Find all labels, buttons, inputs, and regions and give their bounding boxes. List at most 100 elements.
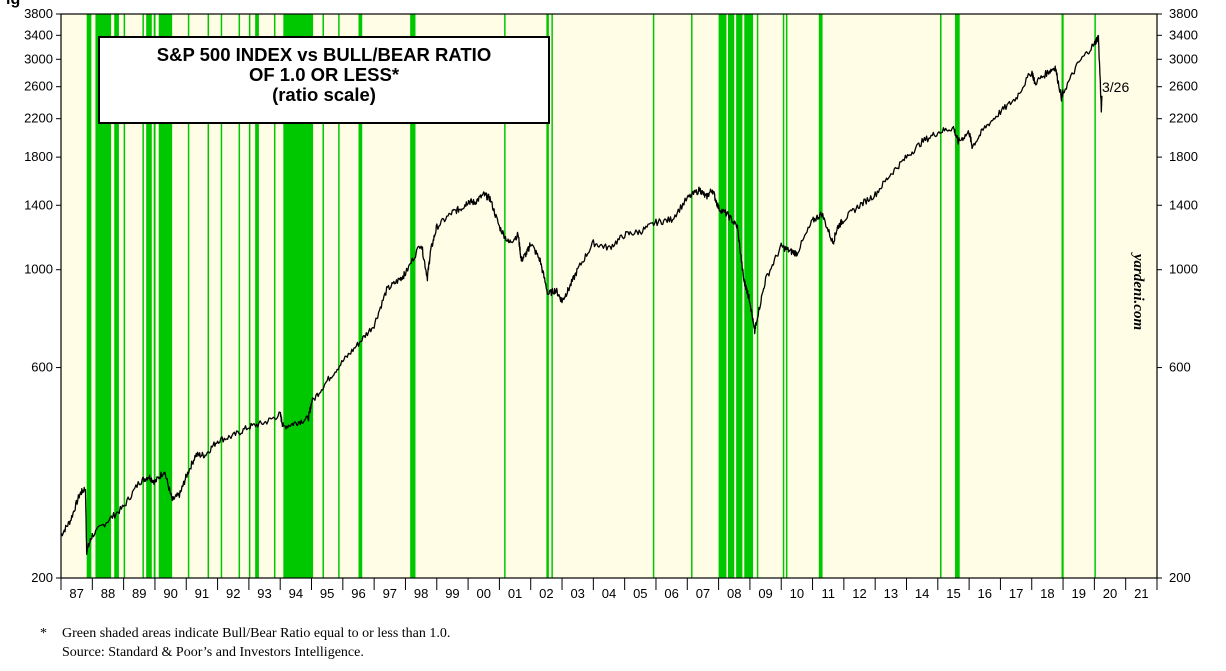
x-tick-label: 90 bbox=[163, 586, 177, 601]
y-tick-label-right: 3800 bbox=[1169, 6, 1198, 21]
x-tick-label: 88 bbox=[101, 586, 115, 601]
x-tick-label: 96 bbox=[351, 586, 365, 601]
y-tick-label-right: 3000 bbox=[1169, 51, 1198, 66]
shaded-period-36 bbox=[1094, 14, 1096, 578]
footnote-marker: * bbox=[40, 626, 47, 641]
y-tick-label-right: 2600 bbox=[1169, 79, 1198, 94]
x-tick-label: 13 bbox=[884, 586, 898, 601]
shaded-period-18 bbox=[358, 14, 363, 578]
shaded-period-24 bbox=[691, 14, 693, 578]
y-tick-label-left: 600 bbox=[31, 360, 53, 375]
x-tick-label: 92 bbox=[226, 586, 240, 601]
shaded-period-23 bbox=[652, 14, 655, 578]
shaded-period-17 bbox=[338, 14, 340, 578]
shaded-period-26 bbox=[727, 14, 735, 578]
footnote-source: Source: Standard & Poor’s and Investors … bbox=[62, 645, 364, 660]
y-tick-label-right: 2200 bbox=[1169, 111, 1198, 126]
header-fragment: ig bbox=[6, 0, 20, 8]
footnote-text: Green shaded areas indicate Bull/Bear Ra… bbox=[62, 626, 451, 641]
shaded-period-7 bbox=[158, 14, 173, 578]
x-tick-label: 20 bbox=[1103, 586, 1117, 601]
x-tick-label: 17 bbox=[1009, 586, 1023, 601]
footnote-line-1: * Green shaded areas indicate Bull/Bear R… bbox=[40, 626, 450, 642]
shaded-period-13 bbox=[255, 14, 259, 578]
shaded-period-22 bbox=[551, 14, 553, 578]
watermark: yardeni.com bbox=[1130, 252, 1146, 330]
y-tick-label-left: 3400 bbox=[24, 27, 53, 42]
y-tick-label-left: 1000 bbox=[24, 262, 53, 277]
x-tick-label: 93 bbox=[257, 586, 271, 601]
shaded-period-3 bbox=[123, 14, 126, 578]
x-tick-label: 04 bbox=[602, 586, 616, 601]
shaded-period-9 bbox=[207, 14, 210, 578]
shaded-period-21 bbox=[546, 14, 549, 578]
chart-title-line-3: (ratio scale) bbox=[272, 84, 376, 105]
shaded-period-2 bbox=[114, 14, 119, 578]
shaded-period-29 bbox=[756, 14, 759, 578]
y-tick-label-left: 3000 bbox=[24, 51, 53, 66]
y-tick-label-right: 1000 bbox=[1169, 262, 1198, 277]
x-tick-label: 15 bbox=[946, 586, 960, 601]
shaded-period-10 bbox=[220, 14, 223, 578]
shaded-period-25 bbox=[718, 14, 727, 578]
shaded-period-33 bbox=[939, 14, 942, 578]
shaded-period-27 bbox=[736, 14, 743, 578]
shaded-period-20 bbox=[504, 14, 506, 578]
x-tick-label: 03 bbox=[570, 586, 584, 601]
shaded-period-35 bbox=[1061, 14, 1064, 578]
chart-title-box: S&P 500 INDEX vs BULL/BEAR RATIO OF 1.0 … bbox=[98, 36, 550, 124]
shaded-period-0 bbox=[86, 14, 92, 578]
x-tick-label: 01 bbox=[508, 586, 522, 601]
x-tick-label: 00 bbox=[477, 586, 491, 601]
x-tick-label: 94 bbox=[289, 586, 303, 601]
shaded-period-32 bbox=[818, 14, 823, 578]
x-tick-label: 19 bbox=[1071, 586, 1085, 601]
x-tick-label: 91 bbox=[195, 586, 209, 601]
shaded-period-31 bbox=[785, 14, 788, 578]
x-tick-label: 10 bbox=[790, 586, 804, 601]
y-tick-label-right: 3400 bbox=[1169, 27, 1198, 42]
y-tick-label-right: 1800 bbox=[1169, 149, 1198, 164]
y-tick-label-left: 200 bbox=[31, 570, 53, 585]
x-tick-label: 99 bbox=[445, 586, 459, 601]
shaded-period-14 bbox=[273, 14, 276, 578]
x-tick-label: 02 bbox=[539, 586, 553, 601]
y-tick-label-left: 1400 bbox=[24, 197, 53, 212]
y-tick-label-right: 600 bbox=[1169, 360, 1191, 375]
x-tick-label: 87 bbox=[69, 586, 83, 601]
shaded-period-19 bbox=[410, 14, 416, 578]
x-tick-label: 05 bbox=[633, 586, 647, 601]
chart-title-line-2: OF 1.0 OR LESS* bbox=[248, 64, 400, 85]
x-tick-label: 97 bbox=[383, 586, 397, 601]
y-tick-label-left: 1800 bbox=[24, 149, 53, 164]
shaded-period-1 bbox=[95, 14, 112, 578]
shaded-period-34 bbox=[955, 14, 960, 578]
x-tick-label: 07 bbox=[696, 586, 710, 601]
x-tick-label: 89 bbox=[132, 586, 146, 601]
x-tick-label: 21 bbox=[1134, 586, 1148, 601]
chart-title-line-1: S&P 500 INDEX vs BULL/BEAR RATIO bbox=[156, 44, 492, 65]
x-tick-label: 16 bbox=[978, 586, 992, 601]
x-tick-label: 12 bbox=[852, 586, 866, 601]
shaded-period-8 bbox=[187, 14, 190, 578]
shaded-period-30 bbox=[782, 14, 785, 578]
x-tick-label: 06 bbox=[664, 586, 678, 601]
x-tick-label: 09 bbox=[758, 586, 772, 601]
shaded-period-5 bbox=[146, 14, 152, 578]
x-tick-label: 14 bbox=[915, 586, 929, 601]
x-tick-label: 98 bbox=[414, 586, 428, 601]
annotation-3-26: 3/26 bbox=[1102, 79, 1129, 95]
y-tick-label-right: 200 bbox=[1169, 570, 1191, 585]
shaded-period-16 bbox=[322, 14, 324, 578]
y-tick-label-left: 2200 bbox=[24, 111, 53, 126]
plot-frame bbox=[60, 13, 1158, 579]
y-tick-label-left: 2600 bbox=[24, 79, 53, 94]
shaded-period-12 bbox=[248, 14, 251, 578]
x-tick-label: 08 bbox=[727, 586, 741, 601]
x-tick-label: 18 bbox=[1040, 586, 1054, 601]
y-tick-label-right: 1400 bbox=[1169, 197, 1198, 212]
x-tick-label: 95 bbox=[320, 586, 334, 601]
shaded-period-6 bbox=[153, 14, 156, 578]
x-tick-label: 11 bbox=[821, 586, 835, 601]
footnote-line-2: Source: Standard & Poor’s and Investors … bbox=[40, 645, 364, 661]
